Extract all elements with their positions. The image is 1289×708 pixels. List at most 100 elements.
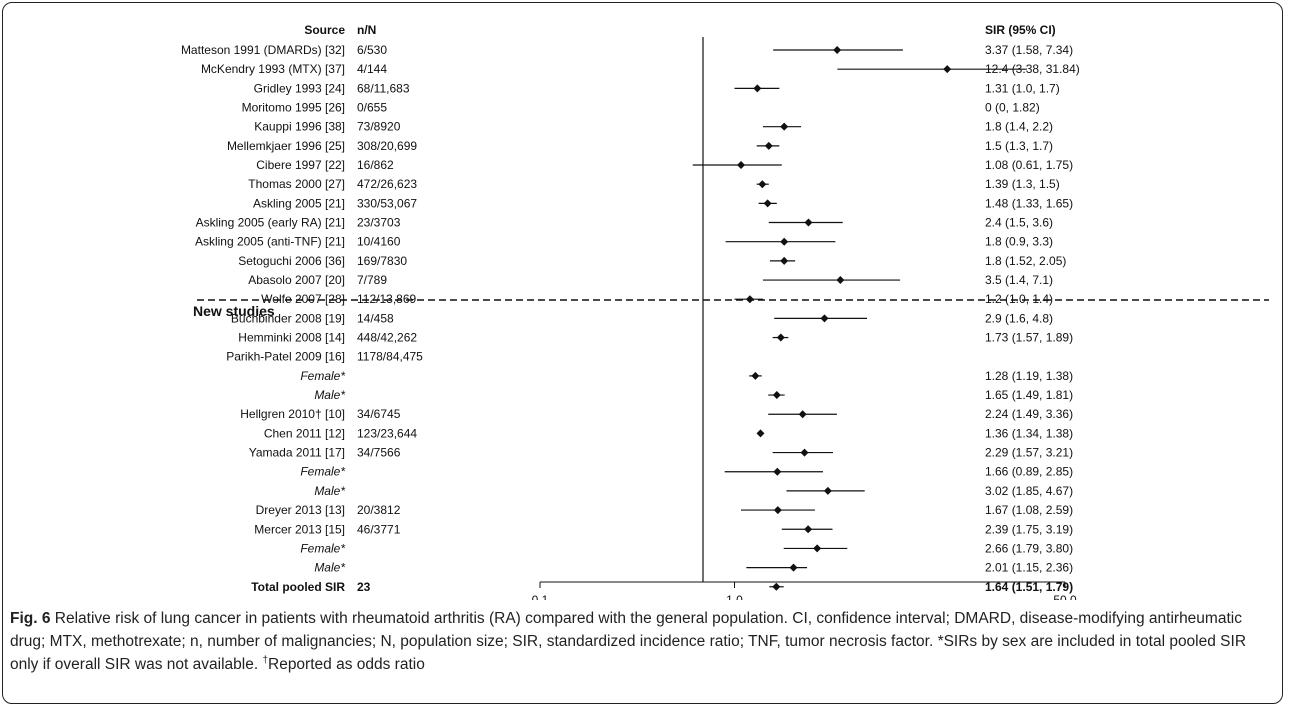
row-label: Female* <box>300 541 345 555</box>
row-label: Buchbinder 2008 [19] <box>231 311 345 325</box>
point-estimate-diamond <box>833 46 842 54</box>
point-estimate-diamond <box>780 256 789 265</box>
row-sir-text: 2.29 (1.57, 3.21) <box>985 446 1073 460</box>
row-label: Cibere 1997 [22] <box>256 158 345 172</box>
row-sir-text: 1.66 (0.89, 2.85) <box>985 465 1073 479</box>
row-label: Male* <box>314 484 345 498</box>
study-row: Gridley 1993 [24] 68/11,683 1.31 (1.0, 1.7… <box>254 81 1060 95</box>
row-sir-text: 1.31 (1.0, 1.7) <box>985 81 1060 95</box>
row-nN: 112/13,869 <box>357 292 416 306</box>
point-estimate-diamond <box>764 141 773 150</box>
study-row: Setoguchi 2006 [36] 169/7830 1.8 (1.52, 2.… <box>238 254 1066 268</box>
study-row: Chen 2011 [12] 123/23,644 1.36 (1.34, 1.38… <box>264 426 1073 440</box>
row-sir-text: 2.4 (1.5, 3.6) <box>985 216 1053 230</box>
row-label: Mercer 2013 [15] <box>254 522 345 536</box>
point-estimate-diamond <box>763 199 772 208</box>
row-sir-text: 1.39 (1.3, 1.5) <box>985 177 1060 191</box>
row-nN: 1178/84,475 <box>357 350 423 364</box>
row-nN: 10/4160 <box>357 235 401 249</box>
study-row: Mellemkjaer 1996 [25] 308/20,699 1.5 (1.3,… <box>227 139 1053 153</box>
caption-dagger: † <box>262 654 268 666</box>
row-nN: 20/3812 <box>357 503 401 517</box>
point-estimate-diamond <box>773 506 782 515</box>
row-sir-text: 1.67 (1.08, 2.59) <box>985 503 1073 517</box>
point-estimate-diamond <box>737 161 746 170</box>
study-row: Thomas 2000 [27] 472/26,623 1.39 (1.3, 1.5… <box>248 177 1059 191</box>
point-estimate-diamond <box>751 371 760 380</box>
row-nN: 34/6745 <box>357 407 401 421</box>
row-label: Hemminki 2008 [14] <box>238 331 345 345</box>
row-nN: 308/20,699 <box>357 139 417 153</box>
row-sir-text: 12.4 (3.38, 31.84) <box>985 62 1080 76</box>
row-sir-text: 1.08 (0.61, 1.75) <box>985 158 1073 172</box>
header-source: Source <box>304 23 345 37</box>
study-row: Female* 1.28 (1.19, 1.38) <box>300 369 1073 383</box>
point-estimate-diamond <box>753 84 762 93</box>
study-row: Male* 2.01 (1.15, 2.36) <box>314 561 1073 575</box>
row-sir-text: 2.01 (1.15, 2.36) <box>985 561 1073 575</box>
row-sir-text: 2.39 (1.75, 3.19) <box>985 522 1073 536</box>
point-estimate-diamond <box>798 410 807 419</box>
header-sir: SIR (95% CI) <box>985 23 1056 37</box>
point-estimate-diamond <box>800 448 809 457</box>
row-sir-text: 3.02 (1.85, 4.67) <box>985 484 1073 498</box>
point-estimate-diamond <box>776 333 785 342</box>
study-row: Hellgren 2010† [10] 34/6745 2.24 (1.49, 3.… <box>240 407 1073 421</box>
point-estimate-diamond <box>836 276 845 285</box>
study-rows: Matteson 1991 (DMARDs) [32] 6/530 3.37 (1.… <box>181 43 1080 594</box>
row-label: Mellemkjaer 1996 [25] <box>227 139 345 153</box>
row-label: Yamada 2011 [17] <box>249 446 345 460</box>
row-label: Askling 2005 (anti-TNF) [21] <box>195 235 345 249</box>
row-sir-text: 2.9 (1.6, 4.8) <box>985 311 1053 325</box>
row-sir-text: 1.65 (1.49, 1.81) <box>985 388 1073 402</box>
study-row: Parikh-Patel 2009 [16] 1178/84,475 <box>226 350 423 364</box>
row-label: Male* <box>314 388 345 402</box>
study-row: Cibere 1997 [22] 16/862 1.08 (0.61, 1.75) <box>256 158 1073 172</box>
study-row: Askling 2005 (early RA) [21] 23/3703 2.4 (… <box>196 216 1053 230</box>
point-estimate-diamond <box>804 218 813 227</box>
row-label: Moritomo 1995 [26] <box>242 101 345 115</box>
row-label: Chen 2011 [12] <box>264 426 345 440</box>
row-nN: 16/862 <box>357 158 394 172</box>
study-row: Yamada 2011 [17] 34/7566 2.29 (1.57, 3.21) <box>249 446 1073 460</box>
row-label: Male* <box>314 561 345 575</box>
row-nN: 0/655 <box>357 101 387 115</box>
study-row: Female* 2.66 (1.79, 3.80) <box>300 541 1073 555</box>
point-estimate-diamond <box>943 65 952 74</box>
row-nN: 14/458 <box>357 311 394 325</box>
row-label: Hellgren 2010† [10] <box>240 407 345 421</box>
study-row: Female* 1.66 (0.89, 2.85) <box>300 465 1073 479</box>
point-estimate-diamond <box>758 180 767 189</box>
study-row: Askling 2005 [21] 330/53,067 1.48 (1.33, 1… <box>253 196 1073 210</box>
study-row: Moritomo 1995 [26] 0/655 0 (0, 1.82) <box>242 101 1040 115</box>
row-label: Wolfe 2007 [28] <box>261 292 345 306</box>
row-label: Abasolo 2007 [20] <box>248 273 345 287</box>
study-row: Buchbinder 2008 [19] 14/458 2.9 (1.6, 4.8) <box>231 311 1053 325</box>
row-sir-text: 1.48 (1.33, 1.65) <box>985 196 1073 210</box>
row-label: Dreyer 2013 [13] <box>256 503 345 517</box>
point-estimate-diamond <box>772 582 781 591</box>
header-nN: n/N <box>357 23 376 37</box>
row-sir-text: 1.5 (1.3, 1.7) <box>985 139 1053 153</box>
point-estimate-diamond <box>780 237 789 246</box>
point-estimate-diamond <box>780 122 789 131</box>
row-sir-text: 1.8 (1.52, 2.05) <box>985 254 1066 268</box>
row-label: Female* <box>300 465 345 479</box>
row-sir-text: 1.73 (1.57, 1.89) <box>985 331 1073 345</box>
study-row: Wolfe 2007 [28] 112/13,869 1.2 (1.0, 1.4) <box>261 292 1053 306</box>
row-label: Female* <box>300 369 345 383</box>
row-sir-text: 1.36 (1.34, 1.38) <box>985 426 1073 440</box>
point-estimate-diamond <box>756 429 765 438</box>
row-sir-text: 2.66 (1.79, 3.80) <box>985 541 1073 555</box>
study-row: Mercer 2013 [15] 46/3771 2.39 (1.75, 3.19) <box>254 522 1073 536</box>
study-row: Male* 1.65 (1.49, 1.81) <box>314 388 1073 402</box>
row-label: Askling 2005 [21] <box>253 196 345 210</box>
study-row: Askling 2005 (anti-TNF) [21] 10/4160 1.8 (… <box>195 235 1053 249</box>
row-sir-text: 1.64 (1.51, 1.79) <box>985 580 1073 594</box>
row-nN: 330/53,067 <box>357 196 417 210</box>
study-row: Male* 3.02 (1.85, 4.67) <box>314 484 1073 498</box>
row-label: Askling 2005 (early RA) [21] <box>196 216 345 230</box>
caption-fig-label: Fig. 6 <box>10 610 51 627</box>
study-row: Hemminki 2008 [14] 448/42,262 1.73 (1.57, … <box>238 331 1073 345</box>
